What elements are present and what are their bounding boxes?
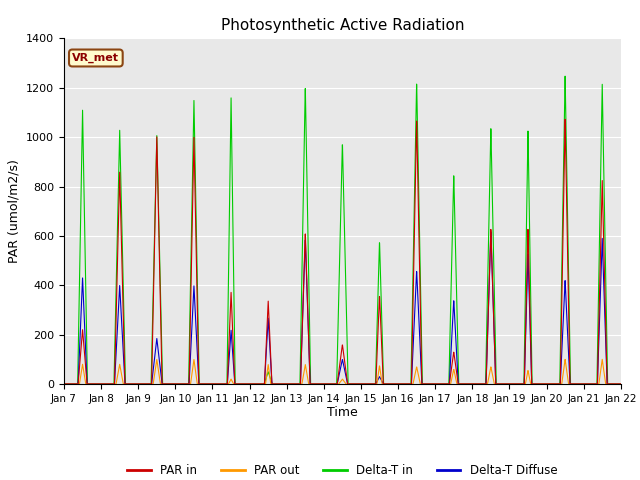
PAR in [160, 381, 168, 387]
PAR in [499, 381, 506, 387]
PAR in [561, 117, 569, 122]
Delta-T Diffuse [60, 381, 68, 387]
Delta-T Diffuse [467, 381, 475, 387]
Text: VR_met: VR_met [72, 53, 119, 63]
Delta-T Diffuse [436, 381, 444, 387]
Delta-T in [616, 381, 624, 387]
Y-axis label: PAR (umol/m2/s): PAR (umol/m2/s) [8, 159, 20, 263]
Delta-T in [467, 381, 475, 387]
Delta-T Diffuse [160, 381, 168, 387]
Line: Delta-T Diffuse: Delta-T Diffuse [64, 232, 621, 384]
PAR in [616, 381, 624, 387]
Line: PAR out: PAR out [64, 360, 621, 384]
PAR out [160, 381, 168, 387]
PAR out [499, 381, 506, 387]
Title: Photosynthetic Active Radiation: Photosynthetic Active Radiation [221, 18, 464, 33]
Delta-T Diffuse [322, 381, 330, 387]
Line: Delta-T in: Delta-T in [64, 76, 621, 384]
PAR out [617, 381, 625, 387]
Delta-T in [322, 381, 330, 387]
PAR in [617, 381, 625, 387]
Line: PAR in: PAR in [64, 120, 621, 384]
Delta-T in [561, 73, 569, 79]
PAR out [436, 381, 444, 387]
Delta-T Diffuse [616, 381, 624, 387]
Legend: PAR in, PAR out, Delta-T in, Delta-T Diffuse: PAR in, PAR out, Delta-T in, Delta-T Dif… [123, 459, 562, 480]
Delta-T in [436, 381, 444, 387]
Delta-T in [617, 381, 625, 387]
PAR in [436, 381, 444, 387]
Delta-T in [60, 381, 68, 387]
Delta-T in [499, 381, 506, 387]
Delta-T Diffuse [617, 381, 625, 387]
PAR in [467, 381, 475, 387]
PAR in [322, 381, 330, 387]
PAR out [616, 381, 624, 387]
PAR out [322, 381, 330, 387]
X-axis label: Time: Time [327, 407, 358, 420]
PAR out [598, 357, 606, 362]
PAR in [60, 381, 68, 387]
Delta-T Diffuse [499, 381, 507, 387]
PAR out [60, 381, 68, 387]
Delta-T in [160, 381, 168, 387]
Delta-T Diffuse [487, 229, 495, 235]
PAR out [467, 381, 475, 387]
